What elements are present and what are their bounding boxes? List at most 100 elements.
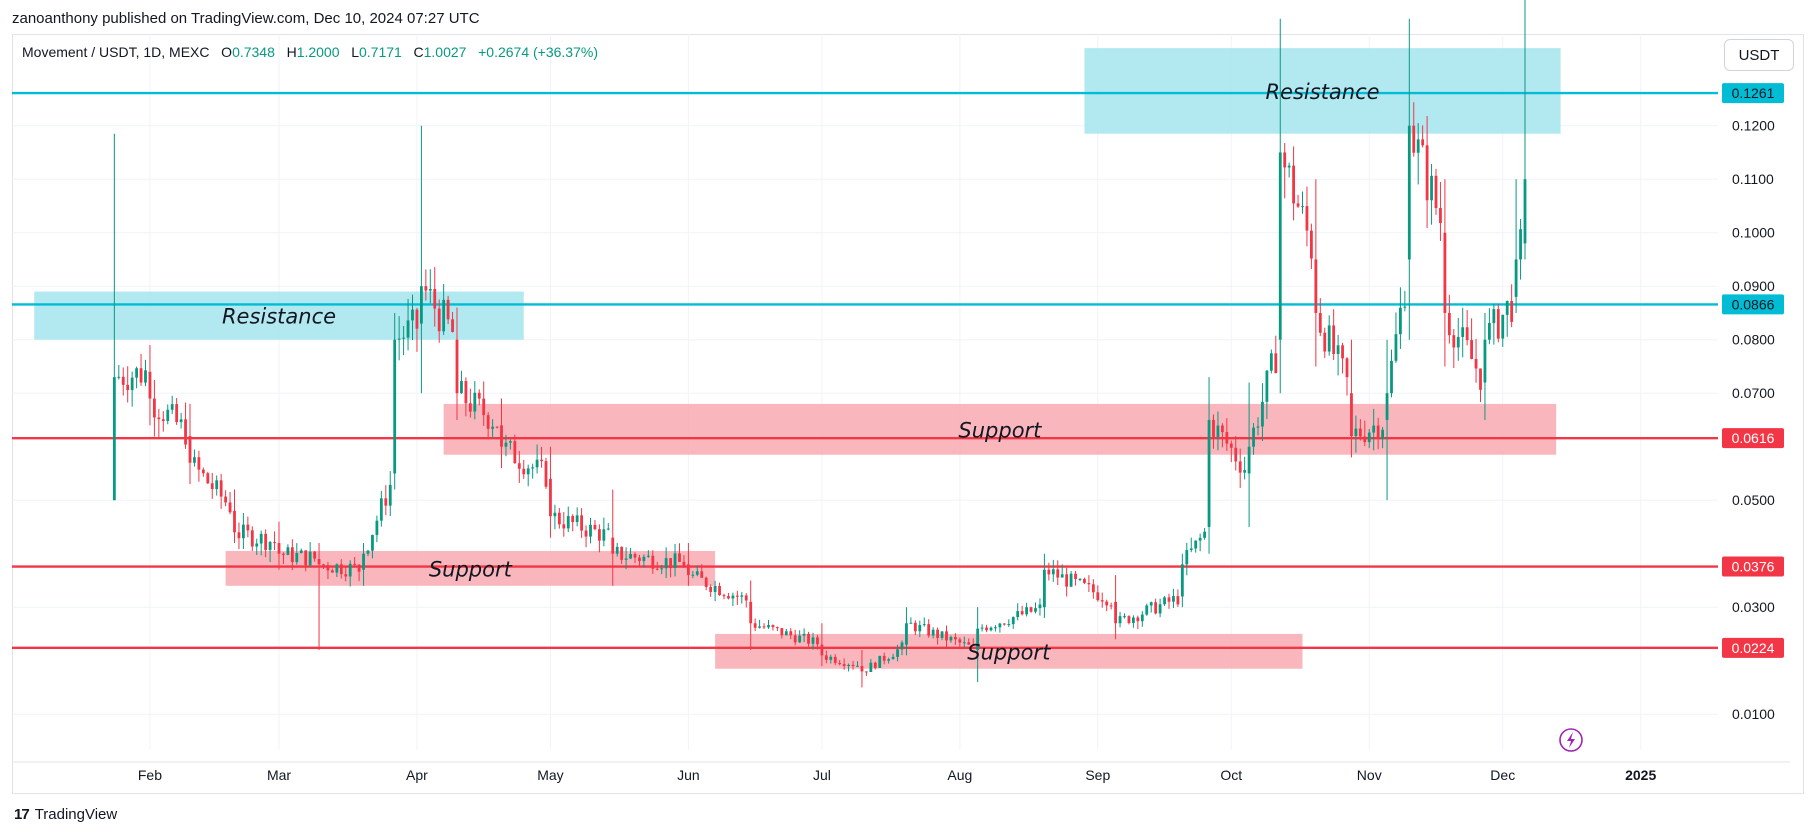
- y-tick-label: 0.0500: [1732, 492, 1775, 508]
- candle-body: [1203, 531, 1206, 538]
- candle-body: [219, 480, 223, 497]
- y-tick-label: 0.1200: [1732, 118, 1775, 134]
- x-tick-label: Nov: [1357, 767, 1382, 783]
- low-value: 0.7171: [358, 44, 402, 60]
- candle-body: [446, 299, 450, 320]
- x-tick-label: Oct: [1220, 767, 1242, 783]
- candle-body: [1416, 139, 1420, 153]
- candle-body: [918, 625, 922, 632]
- candle-body: [242, 524, 245, 539]
- candle-body: [820, 644, 824, 656]
- candle-body: [139, 368, 143, 383]
- candle-body: [233, 510, 236, 533]
- candle-body: [420, 286, 423, 324]
- candle-body: [1461, 327, 1465, 337]
- y-tick-label: 0.0700: [1732, 385, 1775, 401]
- x-tick-label: Dec: [1490, 767, 1515, 783]
- candle-body: [758, 626, 761, 628]
- candle-body: [860, 666, 864, 672]
- change-value: +0.2674 (+36.37%): [478, 44, 598, 60]
- candle-body: [976, 628, 980, 650]
- candle-body: [326, 565, 330, 571]
- candle-body: [1078, 578, 1082, 580]
- candle-body: [1180, 564, 1184, 597]
- candle-body: [1029, 607, 1033, 612]
- time-axis: Feb Mar Apr May Jun Jul Aug Sep Oct Nov Dec 2025: [12, 761, 1790, 783]
- candle-body: [415, 309, 419, 329]
- candle-body: [549, 478, 552, 517]
- symbol-name: Movement / USDT, 1D, MEXC: [22, 44, 210, 60]
- candle-body: [411, 309, 414, 321]
- x-tick-label: 2025: [1625, 767, 1656, 783]
- candle-body: [1140, 614, 1144, 622]
- candle-body: [282, 553, 285, 555]
- candle-body: [1163, 597, 1166, 605]
- candle-body: [250, 530, 254, 547]
- candle-body: [495, 426, 499, 428]
- candle-body: [215, 480, 219, 490]
- candle-body: [575, 515, 579, 523]
- candle-body: [664, 558, 668, 569]
- candle-body: [842, 664, 846, 667]
- candle-body: [985, 627, 988, 631]
- candle-body: [1087, 582, 1091, 585]
- candle-body: [464, 381, 468, 404]
- candle-body: [1069, 573, 1073, 587]
- candle-body: [357, 564, 361, 572]
- candle-body: [112, 377, 116, 501]
- footer-brand[interactable]: 17 TradingView: [14, 806, 117, 823]
- candle-body: [468, 403, 472, 412]
- candle-body: [161, 419, 165, 422]
- candle-body: [1091, 584, 1095, 593]
- candle-body: [299, 550, 303, 554]
- candle-body: [682, 561, 686, 568]
- candle-body: [869, 662, 873, 672]
- candle-body: [255, 543, 259, 547]
- y-tick-label: 0.0300: [1732, 599, 1775, 615]
- candle-body: [1287, 165, 1291, 168]
- candle-body: [331, 570, 334, 573]
- candle-body: [1274, 353, 1278, 373]
- candle-body: [1296, 203, 1300, 207]
- candle-body: [709, 586, 713, 592]
- candle-body: [851, 664, 855, 667]
- price-badge-label: 0.0376: [1732, 559, 1775, 575]
- candle-body: [678, 553, 681, 562]
- resistance-zone[interactable]: [34, 291, 524, 340]
- candle-body: [945, 631, 948, 641]
- price-lines: [12, 91, 1718, 650]
- x-tick-label: Sep: [1085, 767, 1110, 783]
- candle-body: [909, 622, 913, 624]
- candle-body: [673, 553, 677, 569]
- candle-body: [1123, 616, 1126, 618]
- resistance-zone[interactable]: [1084, 48, 1561, 134]
- candle-body: [1519, 229, 1522, 260]
- candle-body: [348, 563, 352, 577]
- candle-body: [144, 370, 147, 383]
- candle-body: [188, 436, 192, 463]
- support-zone[interactable]: [443, 403, 1557, 455]
- candle-body: [1051, 569, 1055, 575]
- candle-body: [500, 425, 503, 447]
- candle-body: [1385, 393, 1389, 420]
- candle-body: [905, 623, 908, 645]
- zones: [34, 48, 1561, 669]
- candle-body: [1136, 617, 1140, 622]
- candle-body: [980, 627, 984, 629]
- candle-body: [535, 459, 539, 468]
- support-zone[interactable]: [225, 551, 716, 586]
- zone-label: Support: [967, 640, 1051, 664]
- candle-body: [1407, 125, 1411, 260]
- candle-body: [170, 404, 174, 410]
- currency-button[interactable]: USDT: [1724, 39, 1794, 71]
- close-value: 1.0027: [423, 44, 467, 60]
- lightning-icon[interactable]: [1559, 728, 1583, 752]
- candle-body: [153, 398, 156, 418]
- candle-body: [1305, 206, 1309, 231]
- candle-body: [1056, 569, 1060, 578]
- x-tick-label: Apr: [406, 767, 428, 783]
- candle-body: [184, 419, 187, 445]
- candle-body: [1434, 175, 1438, 209]
- candle-body: [166, 409, 170, 422]
